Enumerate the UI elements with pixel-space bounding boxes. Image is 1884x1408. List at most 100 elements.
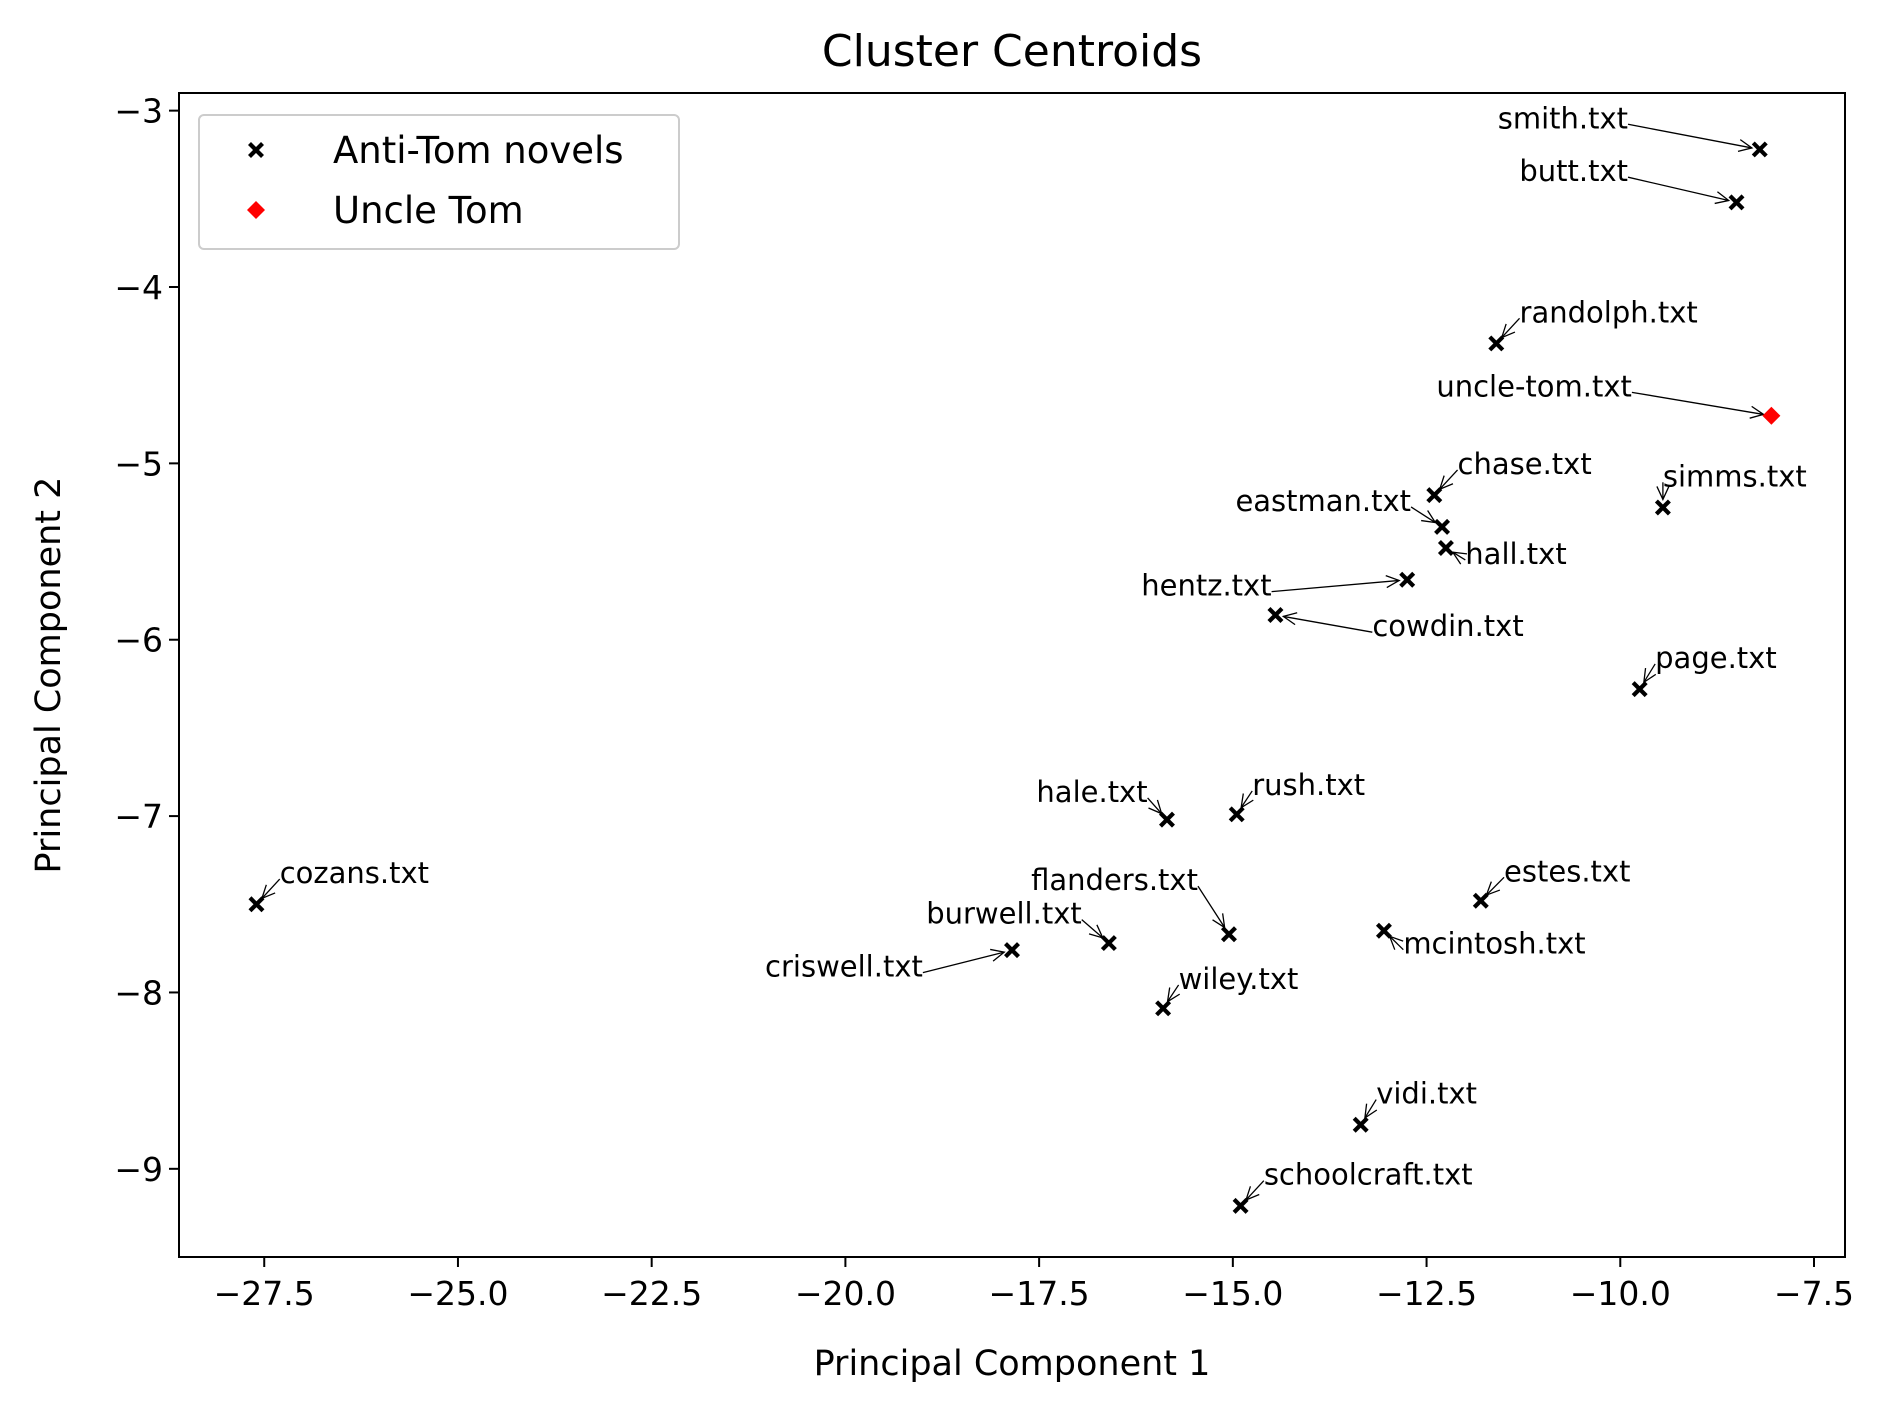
data-point-x xyxy=(1375,922,1392,939)
legend-box xyxy=(198,114,680,250)
annotation-arrow xyxy=(1452,551,1466,561)
point-label: vidi.txt xyxy=(1376,1077,1477,1111)
point-label: eastman.txt xyxy=(1235,484,1411,518)
point-label: randolph.txt xyxy=(1520,295,1698,329)
x-tick-label: −10.0 xyxy=(1570,1274,1671,1313)
x-axis: −27.5 −25.0 −22.5 −20.0 −17.5 −15.0 −12.5 −10.0… xyxy=(214,1257,1854,1313)
data-point-diamond xyxy=(1762,406,1781,425)
data-point-x xyxy=(1352,1116,1369,1133)
data-point-x xyxy=(1228,806,1245,823)
legend: Anti-Tom novels Uncle Tom xyxy=(198,114,680,250)
annotation-arrow xyxy=(1081,919,1104,939)
point-label: uncle-tom.txt xyxy=(1436,369,1632,403)
point-label: estes.txt xyxy=(1504,854,1630,888)
annotation-arrowhead xyxy=(1281,612,1298,626)
annotation-arrow xyxy=(1197,885,1226,928)
y-tick-label: −6 xyxy=(114,621,163,660)
data-point-x xyxy=(1155,1000,1172,1017)
data-point-x xyxy=(1232,1197,1249,1214)
point-label: wiley.txt xyxy=(1179,962,1299,996)
annotation-arrowhead xyxy=(990,948,1006,962)
point-label: burwell.txt xyxy=(926,897,1082,931)
x-tick-label: −22.5 xyxy=(601,1274,702,1313)
point-label: hall.txt xyxy=(1465,537,1566,571)
point-label: smith.txt xyxy=(1498,101,1628,135)
plot-area xyxy=(178,92,1846,1258)
data-point-x xyxy=(1488,335,1505,352)
point-label: butt.txt xyxy=(1519,154,1628,188)
annotation-arrow xyxy=(1439,469,1459,490)
y-tick-label: −8 xyxy=(114,973,163,1012)
chart-title: Cluster Centroids xyxy=(822,26,1202,77)
data-point-x xyxy=(1631,681,1648,698)
legend-label: Uncle Tom xyxy=(333,189,524,232)
annotation-arrow xyxy=(1271,579,1400,593)
annotation-arrow xyxy=(1389,935,1404,951)
legend-marker-diamond xyxy=(247,201,265,219)
x-tick-label: −20.0 xyxy=(795,1274,896,1313)
data-point-x xyxy=(1654,499,1671,516)
point-label: criswell.txt xyxy=(765,950,923,984)
point-label: schoolcraft.txt xyxy=(1264,1158,1473,1192)
data-point-x xyxy=(1426,487,1443,504)
y-axis: −9 −8 −7 −6 −5 −4 −3 xyxy=(114,92,179,1189)
annotation-arrow xyxy=(1501,317,1521,339)
x-tick-label: −17.5 xyxy=(989,1274,1090,1313)
x-tick-label: −7.5 xyxy=(1774,1274,1854,1313)
y-tick-label: −5 xyxy=(114,444,163,483)
data-point-x xyxy=(1267,607,1284,624)
annotation-arrow xyxy=(1283,615,1373,633)
annotation-arrow xyxy=(1631,391,1764,416)
annotation-arrow xyxy=(922,951,1005,974)
data-point-x xyxy=(1472,892,1489,909)
legend-label: Anti-Tom novels xyxy=(333,129,624,172)
data-point-x xyxy=(1728,194,1745,211)
annotation-arrowhead xyxy=(1385,575,1401,589)
data-point-x xyxy=(1437,540,1454,557)
point-label: rush.txt xyxy=(1252,768,1365,802)
y-tick-label: −7 xyxy=(114,797,163,836)
data-point-x xyxy=(1751,141,1768,158)
annotation-arrowhead xyxy=(1656,486,1670,502)
data-point-x xyxy=(1158,811,1175,828)
annotation-arrow xyxy=(1627,123,1753,149)
data-point-x xyxy=(1004,942,1020,959)
x-axis-label: Principal Component 1 xyxy=(814,1344,1211,1384)
data-point-x xyxy=(248,896,265,913)
x-tick-label: −25.0 xyxy=(407,1274,508,1313)
annotation-arrow xyxy=(1627,176,1729,202)
point-label: hentz.txt xyxy=(1141,569,1271,603)
x-tick-label: −27.5 xyxy=(214,1274,315,1313)
annotation-arrow xyxy=(1166,984,1180,1003)
y-tick-label: −3 xyxy=(114,92,163,131)
annotation-arrowhead xyxy=(1749,405,1766,419)
point-label: cozans.txt xyxy=(280,856,429,890)
x-tick-label: −12.5 xyxy=(1376,1274,1477,1313)
annotation-arrow xyxy=(1410,506,1436,524)
point-label: mcintosh.txt xyxy=(1403,927,1585,961)
point-annotations: smith.txt butt.txt randolph.txt chase.txt ea… xyxy=(260,101,1807,1202)
data-point-x xyxy=(1399,571,1416,588)
annotation-arrow xyxy=(1485,876,1505,896)
annotation-arrow xyxy=(1364,1099,1377,1119)
point-label: cowdin.txt xyxy=(1372,609,1523,643)
data-point-x xyxy=(1434,518,1451,535)
point-label: hale.txt xyxy=(1036,775,1147,809)
point-label: simms.txt xyxy=(1663,459,1807,493)
annotation-arrowhead xyxy=(1714,191,1731,205)
y-axis-label: Principal Component 2 xyxy=(29,477,69,874)
annotation-arrowhead xyxy=(1737,139,1754,153)
data-point-x xyxy=(1100,935,1117,952)
legend-marker-x xyxy=(248,142,264,158)
annotation-arrow xyxy=(1643,663,1656,683)
point-label: chase.txt xyxy=(1458,447,1592,481)
y-tick-label: −4 xyxy=(114,268,163,307)
annotation-arrow xyxy=(1240,790,1253,809)
point-label: flanders.txt xyxy=(1031,863,1198,897)
annotation-arrow xyxy=(1245,1180,1265,1201)
x-tick-label: −15.0 xyxy=(1182,1274,1283,1313)
y-tick-label: −9 xyxy=(114,1150,163,1189)
annotation-arrow xyxy=(261,878,281,899)
data-point-x xyxy=(1220,926,1237,943)
